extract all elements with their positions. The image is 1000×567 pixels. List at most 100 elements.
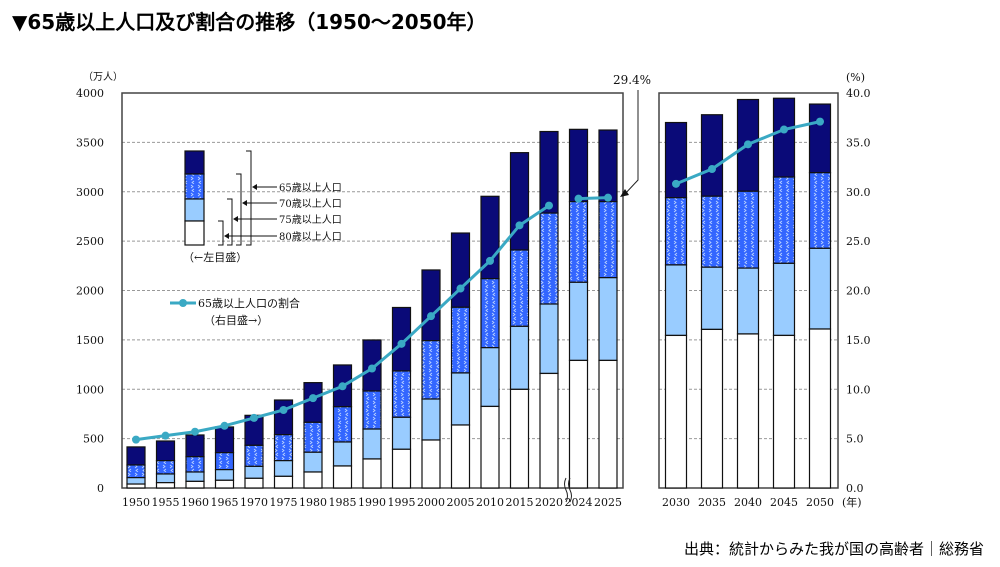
bar-segment-70plus-2024	[568, 201, 589, 283]
legend-bracket	[246, 150, 252, 246]
left-tick-label: 2000	[76, 285, 104, 298]
legend-bracket	[218, 220, 224, 246]
right-tick-label: 5.0	[846, 433, 864, 446]
bar-segment-70plus-2035	[700, 195, 724, 268]
chart-title: ▼65歳以上人口及び割合の推移（1950〜2050年）	[12, 10, 487, 34]
legend-bar-axis-note: （←左目盛）	[183, 250, 247, 264]
legend-line-label: 65歳以上人口の割合	[198, 296, 300, 310]
bar-segment-70plus-1985	[332, 406, 353, 443]
bar-segment-65plus-2000	[421, 269, 441, 342]
left-tick-label: 4000	[76, 87, 104, 100]
ratio-point-2045	[780, 125, 788, 134]
ratio-point-2050	[816, 117, 824, 126]
right-axis-unit: (%)	[846, 71, 865, 84]
ratio-point-2010	[486, 256, 494, 265]
bar-segment-75plus-1950	[126, 477, 146, 485]
bar-segment-80plus-1965	[214, 479, 235, 489]
ratio-point-1960	[191, 427, 199, 436]
ratio-point-2040	[744, 140, 752, 149]
x-tick-label: 2035	[698, 496, 726, 509]
right-tick-label: 35.0	[846, 136, 871, 149]
bar-segment-80plus-2024	[568, 359, 589, 489]
bar-segment-70plus-1955	[155, 460, 176, 475]
legend-label: 75歳以上人口	[279, 214, 342, 226]
bar-segment-75plus-2025	[598, 277, 618, 362]
legend-arrow-icon	[224, 233, 229, 239]
x-tick-label: 1970	[240, 496, 268, 509]
left-tick-label: 2500	[76, 235, 104, 248]
ratio-point-1975	[279, 405, 288, 414]
bar-segment-65plus-1955	[155, 440, 176, 462]
bar-segment-80plus-1980	[303, 471, 323, 489]
ratio-point-2035	[708, 165, 716, 174]
ratio-point-2000	[427, 312, 435, 321]
ratio-point-1955	[161, 431, 170, 440]
bar-segment-75plus-2030	[664, 264, 688, 337]
bar-segment-80plus-1970	[244, 477, 264, 489]
x-tick-label: 1955	[152, 496, 180, 509]
right-tick-label: 10.0	[846, 383, 871, 396]
bar-segment-70plus-2005	[450, 306, 471, 374]
ratio-point-1965	[220, 421, 229, 430]
right-tick-label: 25.0	[846, 235, 871, 248]
bar-segment-80plus-1950	[126, 483, 146, 489]
bar-segment-75plus-2045	[772, 262, 796, 337]
bar-segment-75plus-1970	[244, 465, 264, 479]
x-tick-label: 1965	[211, 496, 239, 509]
bar-segment-80plus-2010	[480, 405, 500, 489]
legend-bracket	[227, 198, 233, 246]
bar-segment-65plus-2045	[772, 97, 796, 178]
bar-segment-65plus-1975	[273, 399, 294, 436]
x-tick-label: 2020	[535, 496, 563, 509]
ratio-point-1990	[368, 364, 376, 373]
x-tick-label: 2010	[476, 496, 504, 509]
bar-segment-70plus-1965	[214, 452, 235, 471]
legend-arrow-icon	[252, 184, 257, 190]
bar-segment-70plus-1950	[126, 464, 146, 479]
left-tick-label: 500	[83, 433, 104, 446]
x-tick-label: 1995	[388, 496, 416, 509]
ratio-point-2025	[604, 193, 612, 202]
axis-break-mark	[564, 477, 572, 503]
bar-segment-70plus-1980	[303, 421, 323, 453]
bar-segment-70plus-1995	[391, 370, 412, 418]
ratio-point-1950	[132, 435, 140, 444]
x-tick-label: 2024	[565, 496, 593, 509]
bar-segment-80plus-2025	[598, 359, 618, 489]
bar-segment-75plus-2024	[568, 281, 589, 362]
right-tick-label: 15.0	[846, 334, 871, 347]
annotation-label: 29.4%	[613, 73, 651, 87]
ratio-point-1995	[397, 339, 406, 348]
bar-segment-70plus-2030	[664, 197, 688, 266]
x-tick-label: 1950	[122, 496, 150, 509]
bar-segment-80plus-2045	[772, 334, 796, 489]
ratio-point-2020	[545, 201, 553, 210]
bar-segment-80plus-1985	[332, 465, 353, 489]
bar-segment-80plus-2050	[808, 328, 832, 489]
annotation-arrow-icon	[620, 189, 629, 197]
bar-segment-80plus-2020	[539, 372, 559, 489]
bar-segment-75plus-2000	[421, 398, 441, 441]
bar-segment-70plus-2040	[736, 190, 760, 269]
bar-segment-75plus-1995	[391, 416, 412, 450]
bar-segment-65plus-2035	[700, 114, 724, 197]
x-tick-label: 1990	[358, 496, 386, 509]
left-axis-unit: （万人）	[83, 71, 123, 83]
left-tick-label: 3000	[76, 186, 104, 199]
bar-segment-80plus-2030	[664, 334, 688, 489]
bar-segment-70plus-2010	[480, 278, 500, 349]
bar-segment-75plus-2035	[700, 266, 724, 331]
bar-segment-75plus-2050	[808, 247, 832, 330]
right-tick-label: 40.0	[846, 87, 871, 100]
legend-line-marker	[179, 299, 187, 307]
bar-segment-75plus-1960	[185, 471, 205, 482]
bar-segment-80plus-1955	[155, 482, 176, 489]
left-tick-label: 3500	[76, 136, 104, 149]
legend-label: 65歳以上人口	[279, 182, 342, 194]
bar-segment-80plus-2040	[736, 333, 760, 489]
x-tick-label: 2045	[770, 496, 798, 509]
ratio-point-1980	[309, 394, 317, 403]
ratio-point-2030	[672, 179, 680, 188]
bar-segment-80plus-2015	[509, 388, 530, 489]
